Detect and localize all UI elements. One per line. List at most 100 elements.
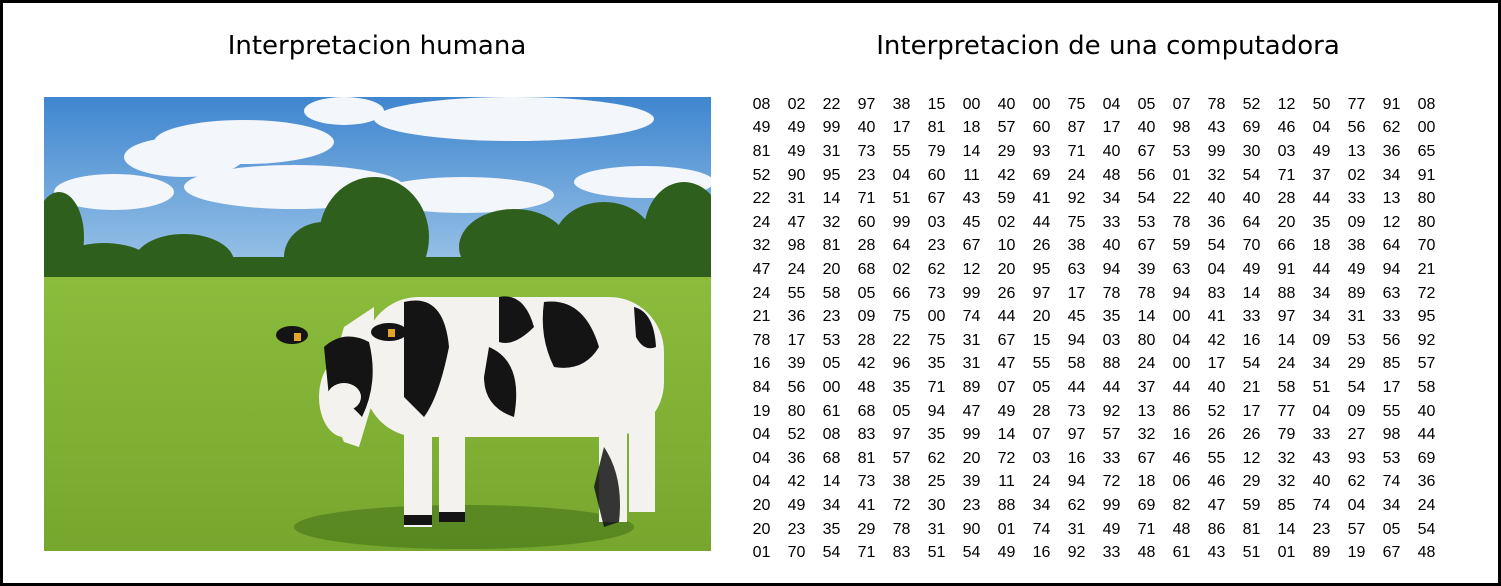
matrix-cell: 02 <box>892 260 911 278</box>
matrix-cell: 33 <box>1382 308 1401 326</box>
matrix-cell: 62 <box>927 449 946 467</box>
matrix-cell: 65 <box>1417 142 1436 160</box>
matrix-cell: 83 <box>892 544 911 562</box>
matrix-cell: 40 <box>1102 142 1121 160</box>
matrix-cell: 55 <box>892 142 911 160</box>
matrix-cell: 16 <box>1032 544 1051 562</box>
matrix-cell: 54 <box>1347 378 1366 396</box>
matrix-cell: 82 <box>1172 496 1191 514</box>
matrix-cell: 53 <box>822 331 841 349</box>
matrix-cell: 44 <box>1032 213 1051 231</box>
matrix-cell: 62 <box>1067 496 1086 514</box>
matrix-cell: 40 <box>857 119 876 137</box>
matrix-cell: 77 <box>1347 95 1366 113</box>
matrix-cell: 20 <box>752 496 771 514</box>
matrix-cell: 73 <box>927 284 946 302</box>
matrix-cell: 62 <box>1382 119 1401 137</box>
matrix-cell: 00 <box>1032 95 1051 113</box>
matrix-cell: 35 <box>1102 308 1121 326</box>
matrix-cell: 67 <box>962 237 981 255</box>
matrix-cell: 72 <box>1102 473 1121 491</box>
matrix-cell: 37 <box>1137 378 1156 396</box>
matrix-cell: 24 <box>787 260 806 278</box>
matrix-cell: 36 <box>1417 473 1436 491</box>
matrix-cell: 94 <box>1067 473 1086 491</box>
matrix-cell: 31 <box>962 331 981 349</box>
matrix-cell: 24 <box>1137 355 1156 373</box>
matrix-cell: 04 <box>1312 119 1331 137</box>
matrix-cell: 08 <box>1417 95 1436 113</box>
tree-line <box>44 177 711 297</box>
cow <box>276 296 664 527</box>
matrix-cell: 74 <box>962 308 981 326</box>
matrix-cell: 13 <box>1137 402 1156 420</box>
matrix-cell: 63 <box>1172 260 1191 278</box>
matrix-cell: 81 <box>1242 520 1261 538</box>
matrix-cell: 24 <box>1067 166 1086 184</box>
matrix-cell: 44 <box>1067 378 1086 396</box>
matrix-cell: 22 <box>752 190 771 208</box>
matrix-cell: 53 <box>1137 213 1156 231</box>
matrix-cell: 20 <box>1277 213 1296 231</box>
matrix-cell: 42 <box>787 473 806 491</box>
matrix-cell: 01 <box>997 520 1016 538</box>
matrix-cell: 33 <box>1347 190 1366 208</box>
matrix-cell: 78 <box>892 520 911 538</box>
matrix-cell: 94 <box>1102 260 1121 278</box>
matrix-cell: 16 <box>1242 331 1261 349</box>
matrix-cell: 68 <box>857 402 876 420</box>
matrix-cell: 64 <box>1382 237 1401 255</box>
matrix-cell: 02 <box>1347 166 1366 184</box>
matrix-cell: 53 <box>1382 449 1401 467</box>
matrix-cell: 40 <box>997 95 1016 113</box>
matrix-cell: 58 <box>1277 378 1296 396</box>
matrix-cell: 04 <box>752 473 771 491</box>
matrix-cell: 31 <box>927 520 946 538</box>
matrix-cell: 49 <box>1347 260 1366 278</box>
matrix-cell: 67 <box>1382 544 1401 562</box>
matrix-cell: 14 <box>822 473 841 491</box>
matrix-cell: 74 <box>1382 473 1401 491</box>
matrix-cell: 51 <box>927 544 946 562</box>
matrix-cell: 78 <box>1137 284 1156 302</box>
matrix-cell: 49 <box>1242 260 1261 278</box>
matrix-cell: 05 <box>892 402 911 420</box>
matrix-cell: 17 <box>892 119 911 137</box>
matrix-cell: 46 <box>1277 119 1296 137</box>
matrix-cell: 44 <box>1102 378 1121 396</box>
matrix-cell: 36 <box>1382 142 1401 160</box>
matrix-cell: 54 <box>1137 190 1156 208</box>
matrix-cell: 93 <box>1347 449 1366 467</box>
matrix-cell: 83 <box>1207 284 1226 302</box>
matrix-cell: 55 <box>1032 355 1051 373</box>
matrix-cell: 38 <box>892 95 911 113</box>
matrix-cell: 34 <box>1382 166 1401 184</box>
matrix-cell: 37 <box>1312 166 1331 184</box>
matrix-cell: 10 <box>997 237 1016 255</box>
matrix-cell: 75 <box>1067 95 1086 113</box>
matrix-cell: 99 <box>1207 142 1226 160</box>
matrix-cell: 46 <box>1172 449 1191 467</box>
matrix-cell: 04 <box>752 449 771 467</box>
matrix-cell: 49 <box>787 496 806 514</box>
matrix-cell: 51 <box>892 190 911 208</box>
matrix-cell: 20 <box>1032 308 1051 326</box>
matrix-cell: 43 <box>1207 119 1226 137</box>
matrix-cell: 26 <box>1207 426 1226 444</box>
matrix-cell: 73 <box>857 142 876 160</box>
matrix-cell: 03 <box>1032 449 1051 467</box>
matrix-cell: 60 <box>857 213 876 231</box>
matrix-cell: 05 <box>1032 378 1051 396</box>
matrix-cell: 23 <box>927 237 946 255</box>
matrix-cell: 97 <box>1067 426 1086 444</box>
matrix-cell: 43 <box>1207 544 1226 562</box>
matrix-cell: 31 <box>822 142 841 160</box>
matrix-cell: 31 <box>1347 308 1366 326</box>
matrix-cell: 44 <box>997 308 1016 326</box>
matrix-cell: 23 <box>787 520 806 538</box>
matrix-cell: 17 <box>1067 284 1086 302</box>
matrix-cell: 32 <box>1277 449 1296 467</box>
matrix-cell: 67 <box>997 331 1016 349</box>
matrix-cell: 56 <box>1137 166 1156 184</box>
